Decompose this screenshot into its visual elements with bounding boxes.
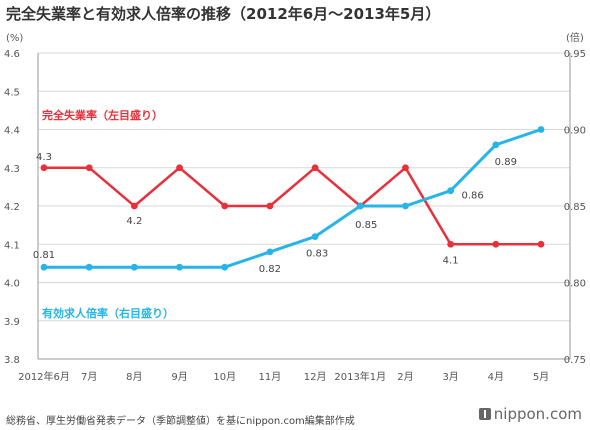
left-tick-label: 4.0 <box>4 279 20 290</box>
job-ratio-point <box>447 187 455 195</box>
unemployment-data-label: 4.3 <box>36 152 52 163</box>
job-ratio-data-label: 0.86 <box>462 191 484 202</box>
series-label-job-ratio: 有効求人倍率（右目盛り） <box>42 306 174 320</box>
source-note: 総務省、厚生労働省発表データ（季節調整値）を基にnippon.com編集部作成 <box>6 416 355 427</box>
job-ratio-data-label: 0.85 <box>355 220 377 231</box>
job-ratio-point <box>402 202 409 210</box>
job-ratio-point <box>130 263 138 271</box>
x-tick-label: 4月 <box>488 371 504 383</box>
unemployment-point <box>221 202 229 210</box>
job-ratio-point <box>266 248 274 256</box>
x-tick-label: 8月 <box>126 371 142 383</box>
right-tick-label: 0.75 <box>564 355 586 366</box>
unemployment-point <box>537 240 545 248</box>
left-tick-label: 4.4 <box>4 126 20 137</box>
right-tick-label: 0.90 <box>564 126 586 137</box>
job-ratio-point <box>176 263 183 271</box>
brand-logo: nippon.com <box>478 405 582 423</box>
job-ratio-point <box>85 263 93 271</box>
unemployment-data-label: 4.2 <box>126 216 142 227</box>
x-tick-label: 2月 <box>397 371 413 383</box>
left-tick-label: 4.5 <box>4 87 20 98</box>
gridlines <box>37 52 571 360</box>
right-tick-label: 0.95 <box>564 49 586 60</box>
left-tick-label: 4.6 <box>4 49 20 60</box>
job-ratio-data-label: 0.81 <box>33 250 55 261</box>
brand-text: nippon.com <box>493 405 582 423</box>
x-tick-label: 7月 <box>81 371 97 383</box>
x-tick-label: 10月 <box>213 371 236 383</box>
job-ratio-point <box>40 263 48 271</box>
right-axis-ticks: 0.95 0.90 0.85 0.80 0.75 <box>564 49 586 366</box>
right-tick-label: 0.85 <box>564 202 586 213</box>
x-tick-label: 11月 <box>259 371 282 383</box>
job-ratio-line <box>44 128 542 269</box>
left-tick-label: 3.9 <box>4 317 20 328</box>
x-tick-label: 3月 <box>442 371 458 383</box>
x-axis-ticks: 2012年6月 7月 8月 9月 10月 11月 12月 2013年1月 2月 3月 4月 5月 <box>18 370 549 383</box>
unemployment-line <box>44 166 541 246</box>
chart-title: 完全失業率と有効求人倍率の推移（2012年6月〜2013年5月） <box>6 5 441 23</box>
brand-mark-icon <box>478 408 491 420</box>
right-tick-label: 0.80 <box>564 279 586 290</box>
job-ratio-data-label: 0.89 <box>495 157 517 168</box>
x-tick-label: 2013年1月 <box>334 370 386 383</box>
job-ratio-point <box>311 233 319 241</box>
left-tick-label: 4.1 <box>4 240 20 251</box>
x-tick-label: 9月 <box>171 371 187 383</box>
job-ratio-point <box>221 263 229 271</box>
job-ratio-point <box>356 202 364 210</box>
unemployment-point <box>492 240 500 248</box>
data-labels: 4.3 4.2 4.1 0.81 0.82 0.83 0.85 0.86 0.89 <box>33 152 517 275</box>
x-tick-label: 12月 <box>304 371 327 383</box>
unemployment-point <box>176 164 183 172</box>
left-tick-label: 4.2 <box>4 202 20 213</box>
series-lines <box>40 126 545 271</box>
unemployment-data-label: 4.1 <box>443 255 459 266</box>
unemployment-point <box>266 202 274 210</box>
right-axis-unit: (倍) <box>566 31 584 44</box>
left-axis-unit: (%) <box>6 33 23 44</box>
unemployment-point <box>311 164 319 172</box>
job-ratio-data-label: 0.83 <box>306 249 328 260</box>
job-ratio-data-label: 0.82 <box>259 264 281 275</box>
job-ratio-point <box>537 126 545 133</box>
unemployment-point <box>85 164 93 172</box>
unemployment-point <box>402 164 409 172</box>
x-tick-label: 2012年6月 <box>18 370 70 383</box>
unemployment-point <box>130 202 138 210</box>
unemployment-point <box>40 164 48 172</box>
job-ratio-point <box>492 141 500 149</box>
left-tick-label: 4.3 <box>4 164 20 175</box>
left-axis-ticks: 4.6 4.5 4.4 4.3 4.2 4.1 4.0 3.9 3.8 <box>4 49 20 366</box>
line-chart: 4.6 4.5 4.4 4.3 4.2 4.1 4.0 3.9 3.8 0.95 0.90 0.85… <box>4 31 586 383</box>
x-tick-label: 5月 <box>533 371 549 383</box>
series-label-unemployment: 完全失業率（左目盛り） <box>42 108 163 122</box>
left-tick-label: 3.8 <box>4 355 20 366</box>
unemployment-point <box>447 240 455 248</box>
